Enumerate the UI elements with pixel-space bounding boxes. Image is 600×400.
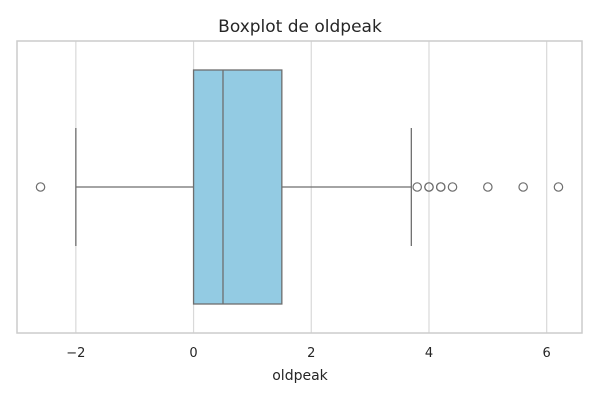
outlier-point xyxy=(553,182,564,192)
outlier-point xyxy=(435,182,446,192)
x-tick-label: −2 xyxy=(66,346,85,361)
outlier-layer xyxy=(35,182,564,192)
x-tick-label: 0 xyxy=(189,346,197,361)
chart-title: Boxplot de oldpeak xyxy=(218,17,382,37)
x-tick-label: 6 xyxy=(543,346,551,361)
tick-layer: −2 0 2 4 6 xyxy=(66,346,551,361)
outlier-point xyxy=(424,182,434,192)
box-layer xyxy=(75,69,412,305)
x-axis-label: oldpeak xyxy=(272,368,328,384)
outlier-point xyxy=(412,182,423,192)
outlier-point xyxy=(483,182,493,192)
outlier-point xyxy=(35,182,46,192)
plot-frame xyxy=(16,40,583,334)
x-tick-label: 2 xyxy=(307,346,315,361)
outlier-point xyxy=(447,182,458,192)
outlier-point xyxy=(518,182,528,192)
iqr-box xyxy=(192,69,283,305)
x-tick-label: 4 xyxy=(425,346,433,361)
